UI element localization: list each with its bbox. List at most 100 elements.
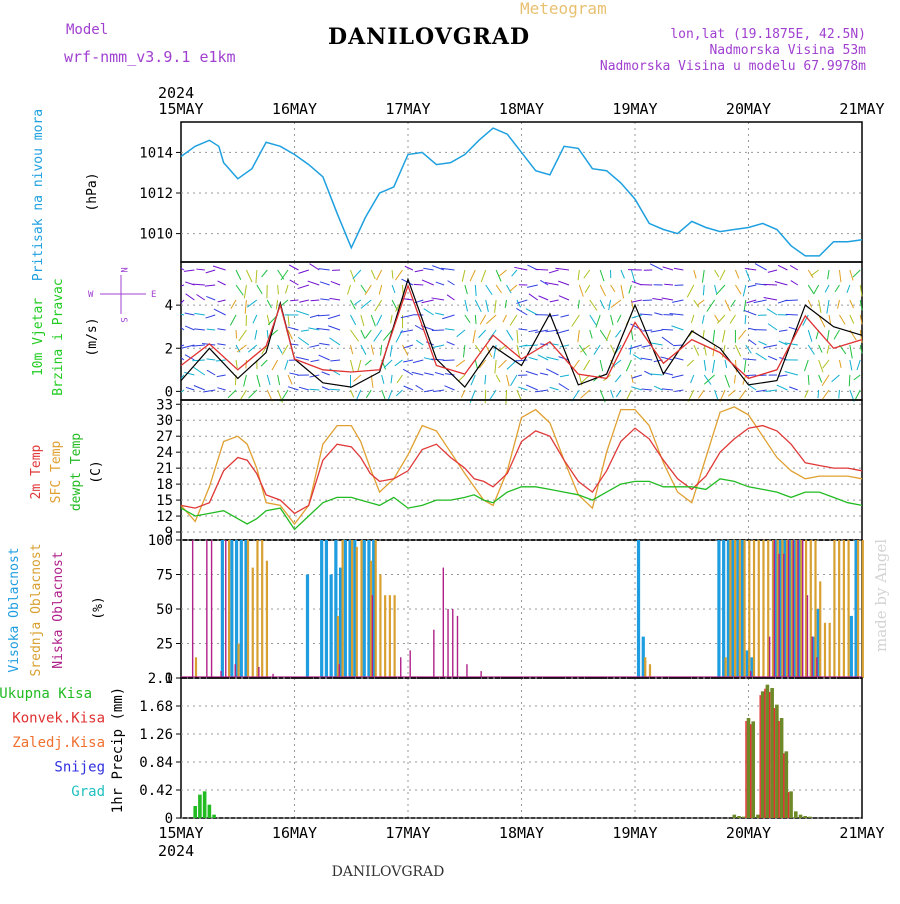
wind-vector	[257, 285, 262, 294]
wind-vector	[288, 387, 298, 390]
wind-vector	[371, 345, 373, 355]
cloud-bar	[237, 644, 239, 679]
cloud-bar	[389, 595, 391, 678]
wind-vector	[838, 300, 840, 309]
precip-bar	[775, 705, 779, 818]
y-tick-label: 50	[156, 602, 173, 618]
wind-vector	[310, 264, 320, 270]
wind-vector	[763, 284, 777, 285]
cloud-bar	[351, 540, 353, 678]
wind-vector	[350, 360, 353, 372]
wind-vector	[662, 337, 673, 345]
cloud-bar	[802, 540, 803, 678]
wind-vector	[594, 345, 600, 355]
wind-vector	[181, 314, 184, 315]
wind-vector	[481, 270, 486, 282]
wind-vector	[808, 375, 809, 385]
wind-vector	[611, 300, 621, 308]
wind-vector	[433, 390, 444, 392]
cloud-bar	[375, 540, 377, 678]
wind-vector	[715, 270, 719, 277]
wind-vector	[507, 330, 513, 340]
wind-vector	[267, 300, 271, 308]
wind-vector	[631, 300, 641, 302]
wind-vector	[790, 265, 798, 270]
wind-vector	[505, 300, 506, 308]
cloud-bar	[394, 595, 396, 678]
wind-vector	[286, 285, 289, 293]
wind-vector	[778, 265, 787, 270]
cloud-bar	[819, 581, 821, 678]
cloud-bar	[240, 540, 243, 678]
time-label-top: 15MAY	[158, 100, 203, 118]
wind-vector	[527, 285, 538, 287]
wind-vector	[285, 360, 288, 370]
wind-vector	[748, 385, 756, 390]
cloud-bar	[743, 540, 745, 678]
wind-vector	[322, 387, 330, 390]
wind-vector	[240, 390, 247, 401]
cloud-bar	[400, 657, 401, 678]
wind-vector	[578, 300, 579, 309]
wind-vector	[664, 284, 673, 285]
wind-vector	[651, 343, 662, 345]
wind-vector	[267, 375, 270, 385]
precip-series-0	[193, 791, 216, 818]
wind-vector	[672, 375, 684, 378]
wind-vector	[432, 266, 444, 270]
y-tick-label: 27	[156, 429, 173, 445]
wind-vector	[744, 310, 756, 315]
wind-vector	[186, 387, 194, 390]
wind-vector	[808, 270, 813, 278]
wind-vector	[808, 330, 812, 342]
wind-vector	[207, 370, 215, 375]
meteogram-label: Meteogram	[520, 0, 607, 18]
cloud-bar	[769, 637, 770, 678]
wind-vector	[310, 315, 319, 317]
wind-vector	[600, 300, 604, 309]
wind-vector	[743, 285, 746, 296]
wind-vector	[244, 285, 246, 298]
wind-vector	[600, 330, 607, 341]
wind-vector	[350, 315, 355, 325]
cloud-bar	[797, 540, 798, 678]
panel-frame	[181, 400, 862, 540]
wind-vector	[217, 388, 225, 390]
wind-vector	[584, 270, 590, 278]
wind-vector	[775, 281, 788, 285]
cloud-bar	[466, 664, 467, 678]
wind-vector	[470, 390, 475, 403]
wind-vector	[528, 330, 537, 332]
wind-vector	[539, 296, 549, 300]
wind-vector	[734, 375, 735, 383]
wind-vector	[857, 360, 860, 370]
wind-vector	[827, 345, 829, 354]
wind-vector	[715, 315, 719, 322]
wind-vector	[350, 330, 358, 341]
wind-vector	[632, 281, 642, 285]
wind-vector	[767, 309, 777, 315]
y-tick-label: 0	[165, 811, 173, 827]
cloud-bar	[748, 540, 750, 678]
wind-vector	[791, 281, 798, 285]
wind-vector	[819, 300, 821, 313]
wind-vector	[512, 270, 517, 276]
wind-ylabel-1: 10m Vjetar	[31, 298, 46, 376]
wind-vector	[391, 315, 392, 323]
cloud-bar	[320, 540, 323, 678]
wind-vector	[735, 270, 739, 278]
wind-vector	[517, 390, 521, 401]
wind-vector	[550, 300, 559, 302]
cloud-bar	[443, 568, 444, 678]
wind-vector	[694, 270, 696, 278]
cloud-bar	[778, 554, 779, 678]
wind-vector	[459, 375, 465, 381]
y-tick-label: 4	[165, 298, 173, 314]
y-tick-label: 0.42	[139, 783, 173, 799]
wind-vector	[206, 315, 216, 318]
wind-vector	[489, 330, 497, 340]
wind-vector	[435, 313, 444, 315]
wind-vector	[278, 375, 280, 385]
